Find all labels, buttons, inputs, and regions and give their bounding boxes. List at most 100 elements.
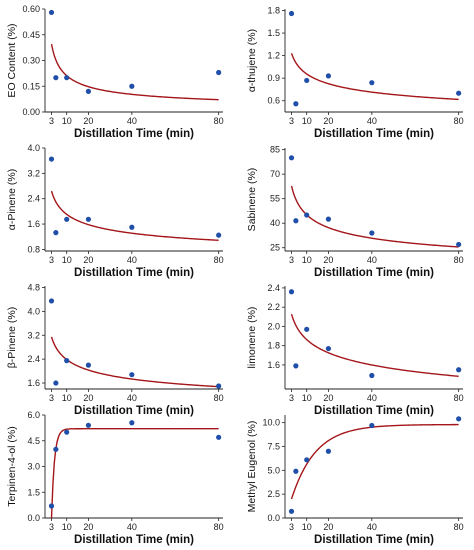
x-tick-label: 80 — [214, 393, 224, 403]
x-tick-label: 3 — [289, 522, 294, 532]
y-tick-label: 0.15 — [22, 81, 40, 91]
data-point — [304, 212, 310, 218]
data-point — [369, 80, 375, 86]
y-axis-label: α-Pinene (%) — [6, 169, 18, 231]
y-tick-label: 2.0 — [267, 321, 280, 331]
y-tick-label: 1.2 — [267, 51, 280, 61]
data-point — [288, 10, 295, 17]
data-point — [64, 429, 70, 435]
y-tick-label: 3.0 — [27, 462, 40, 472]
data-point — [293, 363, 299, 369]
chart-3: 0.8 1.6 2.4 3.2 4.0 3 10 20 40 80 Distillation Tim… — [6, 143, 224, 279]
y-tick-label: 3.2 — [27, 330, 40, 340]
fit-curve — [50, 428, 219, 519]
data-point — [53, 446, 59, 452]
x-axis-label: Distillation Time (min) — [314, 534, 434, 546]
x-axis-label: Distillation Time (min) — [314, 267, 434, 279]
data-point — [293, 468, 299, 474]
chart-4: 25 40 55 70 85 3 10 20 40 80 Distillation Time (mi… — [246, 145, 464, 279]
y-axis-label: Sabinene (%) — [246, 168, 258, 232]
data-point — [48, 9, 55, 16]
x-tick-label: 10 — [302, 255, 312, 265]
y-tick-label: 55 — [270, 194, 280, 204]
y-tick-label: 0.30 — [22, 56, 40, 66]
data-point — [325, 448, 332, 454]
fit-curve — [50, 190, 219, 242]
y-tick-label: 2.4 — [27, 194, 40, 204]
data-point — [456, 241, 462, 248]
data-point — [129, 83, 135, 89]
data-point — [129, 420, 135, 426]
data-point — [53, 230, 59, 236]
x-tick-label: 40 — [367, 393, 377, 403]
data-point — [129, 224, 135, 230]
data-point — [304, 457, 310, 463]
x-tick-label: 20 — [323, 255, 333, 265]
chart-8: 0.0 2.5 5.0 7.5 10.0 3 10 20 40 80 Distillation Ti… — [246, 415, 464, 546]
y-axis-label: EO Content (%) — [6, 23, 18, 97]
x-axis-label: Distillation Time (min) — [314, 128, 434, 140]
data-point — [64, 358, 70, 364]
x-tick-label: 40 — [127, 255, 137, 265]
y-tick-label: 4.0 — [27, 306, 40, 316]
x-tick-label: 10 — [62, 522, 72, 532]
x-tick-label: 80 — [214, 116, 224, 126]
x-tick-label: 20 — [323, 522, 333, 532]
x-tick-label: 10 — [62, 393, 72, 403]
y-tick-label: 2.5 — [267, 489, 280, 499]
y-tick-label: 0.00 — [22, 107, 40, 117]
x-tick-label: 3 — [49, 255, 54, 265]
chart-7: 0.0 1.5 3.0 4.5 6.0 3 10 20 40 80 Distillation Tim… — [6, 410, 224, 546]
fit-curve — [290, 185, 459, 248]
y-axis-label: β-Pinene (%) — [6, 307, 18, 368]
data-point — [53, 75, 59, 81]
y-tick-label: 1.5 — [27, 487, 40, 497]
y-axis-label: Terpinen-4-ol (%) — [6, 426, 18, 507]
y-tick-label: 1.8 — [267, 341, 280, 351]
x-tick-label: 3 — [289, 116, 294, 126]
fit-curve — [290, 53, 459, 101]
x-tick-label: 10 — [62, 116, 72, 126]
fit-curve — [50, 43, 219, 101]
y-tick-label: 0.8 — [27, 244, 40, 254]
x-axis-label: Distillation Time (min) — [74, 534, 194, 546]
chart-2: 0.6 0.9 1.2 1.5 1.8 3 10 20 40 80 Distillation Tim… — [246, 6, 464, 140]
x-tick-label: 3 — [49, 522, 54, 532]
fit-curve — [50, 336, 219, 388]
y-tick-label: 0.45 — [22, 30, 40, 40]
y-tick-label: 1.6 — [27, 219, 40, 229]
data-point — [216, 383, 222, 389]
y-tick-label: 1.8 — [267, 6, 280, 16]
y-tick-label: 6.0 — [27, 410, 40, 420]
y-axis-label: α-thujene (%) — [246, 29, 258, 92]
x-tick-label: 40 — [367, 522, 377, 532]
x-tick-label: 3 — [49, 393, 54, 403]
x-tick-label: 80 — [214, 522, 224, 532]
chart-5: 1.6 2.4 3.2 4.0 4.8 3 10 20 40 80 Distillation Tim… — [6, 282, 224, 417]
y-tick-label: 2.4 — [267, 283, 280, 293]
y-tick-label: 2.4 — [27, 354, 40, 364]
data-point — [216, 434, 222, 440]
x-tick-label: 10 — [302, 393, 312, 403]
data-point — [64, 216, 70, 222]
y-tick-label: 0.60 — [22, 4, 40, 14]
y-tick-label: 0.0 — [27, 513, 40, 523]
y-tick-label: 3.2 — [27, 168, 40, 178]
x-tick-label: 10 — [302, 116, 312, 126]
data-point — [304, 326, 310, 332]
y-tick-label: 1.6 — [27, 378, 40, 388]
data-point — [85, 362, 92, 368]
x-axis-label: Distillation Time (min) — [74, 267, 194, 279]
x-tick-label: 20 — [83, 255, 93, 265]
y-tick-label: 85 — [270, 145, 280, 155]
x-axis-label: Distillation Time (min) — [74, 405, 194, 417]
data-point — [85, 422, 92, 428]
y-tick-label: 40 — [270, 218, 280, 228]
x-tick-label: 20 — [83, 116, 93, 126]
data-point — [325, 73, 332, 79]
y-tick-label: 4.0 — [27, 143, 40, 153]
data-point — [369, 422, 375, 429]
data-point — [64, 75, 70, 81]
x-tick-label: 3 — [289, 255, 294, 265]
